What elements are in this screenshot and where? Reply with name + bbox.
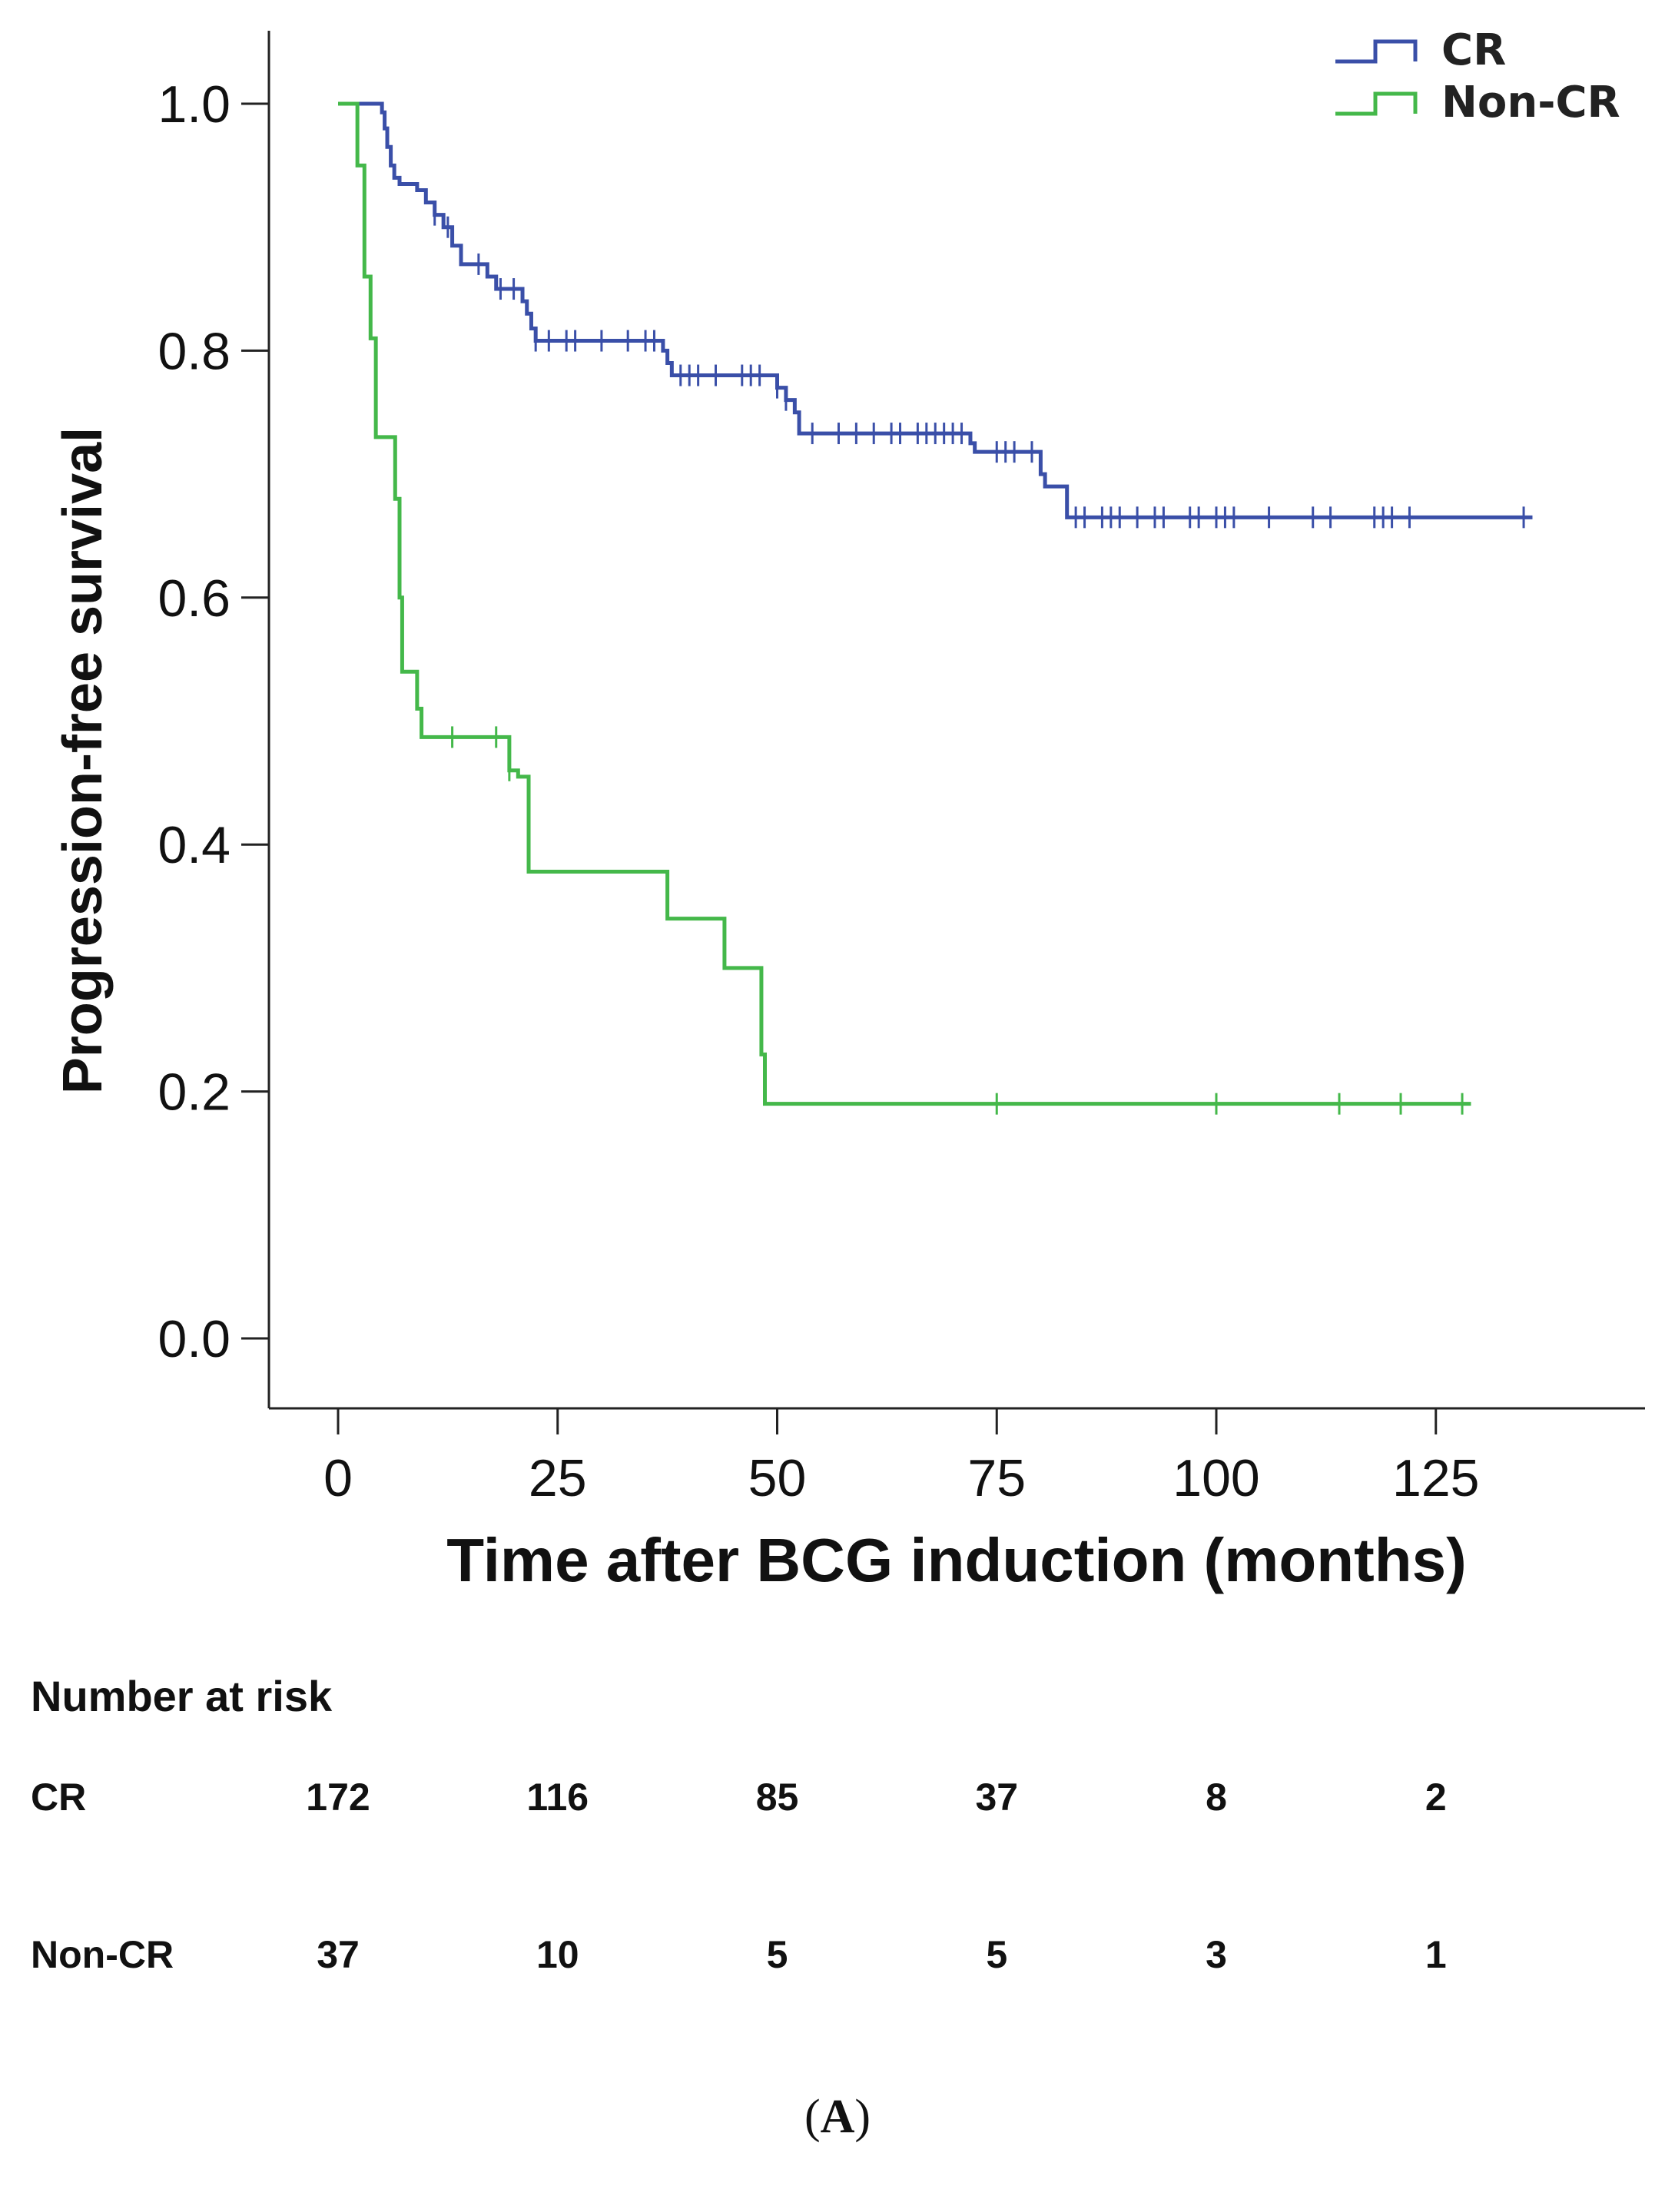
risk-count-cr: 8 [1206, 1776, 1227, 1819]
series-non-cr [338, 101, 1471, 1115]
risk-count-non-cr: 37 [317, 1933, 360, 1976]
x-tick-label: 0 [323, 1449, 353, 1507]
risk-count-non-cr: 10 [536, 1933, 579, 1976]
legend-label-non-cr: Non-CR [1441, 78, 1620, 128]
x-tick-label: 75 [967, 1449, 1026, 1507]
y-tick-label: 0.0 [158, 1310, 231, 1368]
series-cr [338, 101, 1533, 529]
x-tick-label: 125 [1392, 1449, 1479, 1507]
risk-count-non-cr: 5 [986, 1933, 1008, 1976]
risk-count-cr: 37 [975, 1776, 1019, 1819]
risk-table-title: Number at risk [31, 1672, 333, 1720]
risk-count-cr: 116 [526, 1776, 589, 1819]
legend-swatch-cr [1335, 39, 1418, 64]
risk-count-non-cr: 3 [1206, 1933, 1227, 1976]
y-tick-label: 0.8 [158, 322, 231, 380]
risk-count-non-cr: 5 [766, 1933, 788, 1976]
risk-count-cr: 172 [306, 1776, 370, 1819]
axes: 0.0 0.2 0.4 0.6 0.8 1.0 0 25 50 75 100 125 [158, 31, 1645, 1507]
y-tick-label: 0.6 [158, 569, 231, 628]
survival-curve-cr [338, 101, 1533, 519]
y-tick-label: 0.2 [158, 1063, 231, 1122]
x-tick-label: 25 [529, 1449, 587, 1507]
y-tick-label: 0.4 [158, 816, 231, 874]
y-tick-label: 1.0 [158, 75, 231, 134]
risk-count-cr: 85 [755, 1776, 799, 1819]
survival-curve-non-cr [338, 101, 1471, 1106]
legend-swatch-non-cr [1335, 91, 1418, 116]
x-tick-label: 50 [748, 1449, 807, 1507]
risk-row-label-cr: CR [31, 1776, 87, 1819]
series-layer [338, 101, 1533, 1115]
x-axis-label: Time after BCG induction (months) [446, 1526, 1466, 1594]
panel-label-letter: A [820, 2091, 855, 2143]
y-axis-label: Progression-free survival [52, 427, 114, 1094]
risk-count-cr: 2 [1425, 1776, 1447, 1819]
risk-row-label-non-cr: Non-CR [31, 1933, 174, 1976]
x-tick-label: 100 [1172, 1449, 1259, 1507]
legend-label-cr: CR [1441, 25, 1506, 75]
risk-count-non-cr: 1 [1425, 1933, 1447, 1976]
panel-label: (A) [804, 2091, 871, 2143]
